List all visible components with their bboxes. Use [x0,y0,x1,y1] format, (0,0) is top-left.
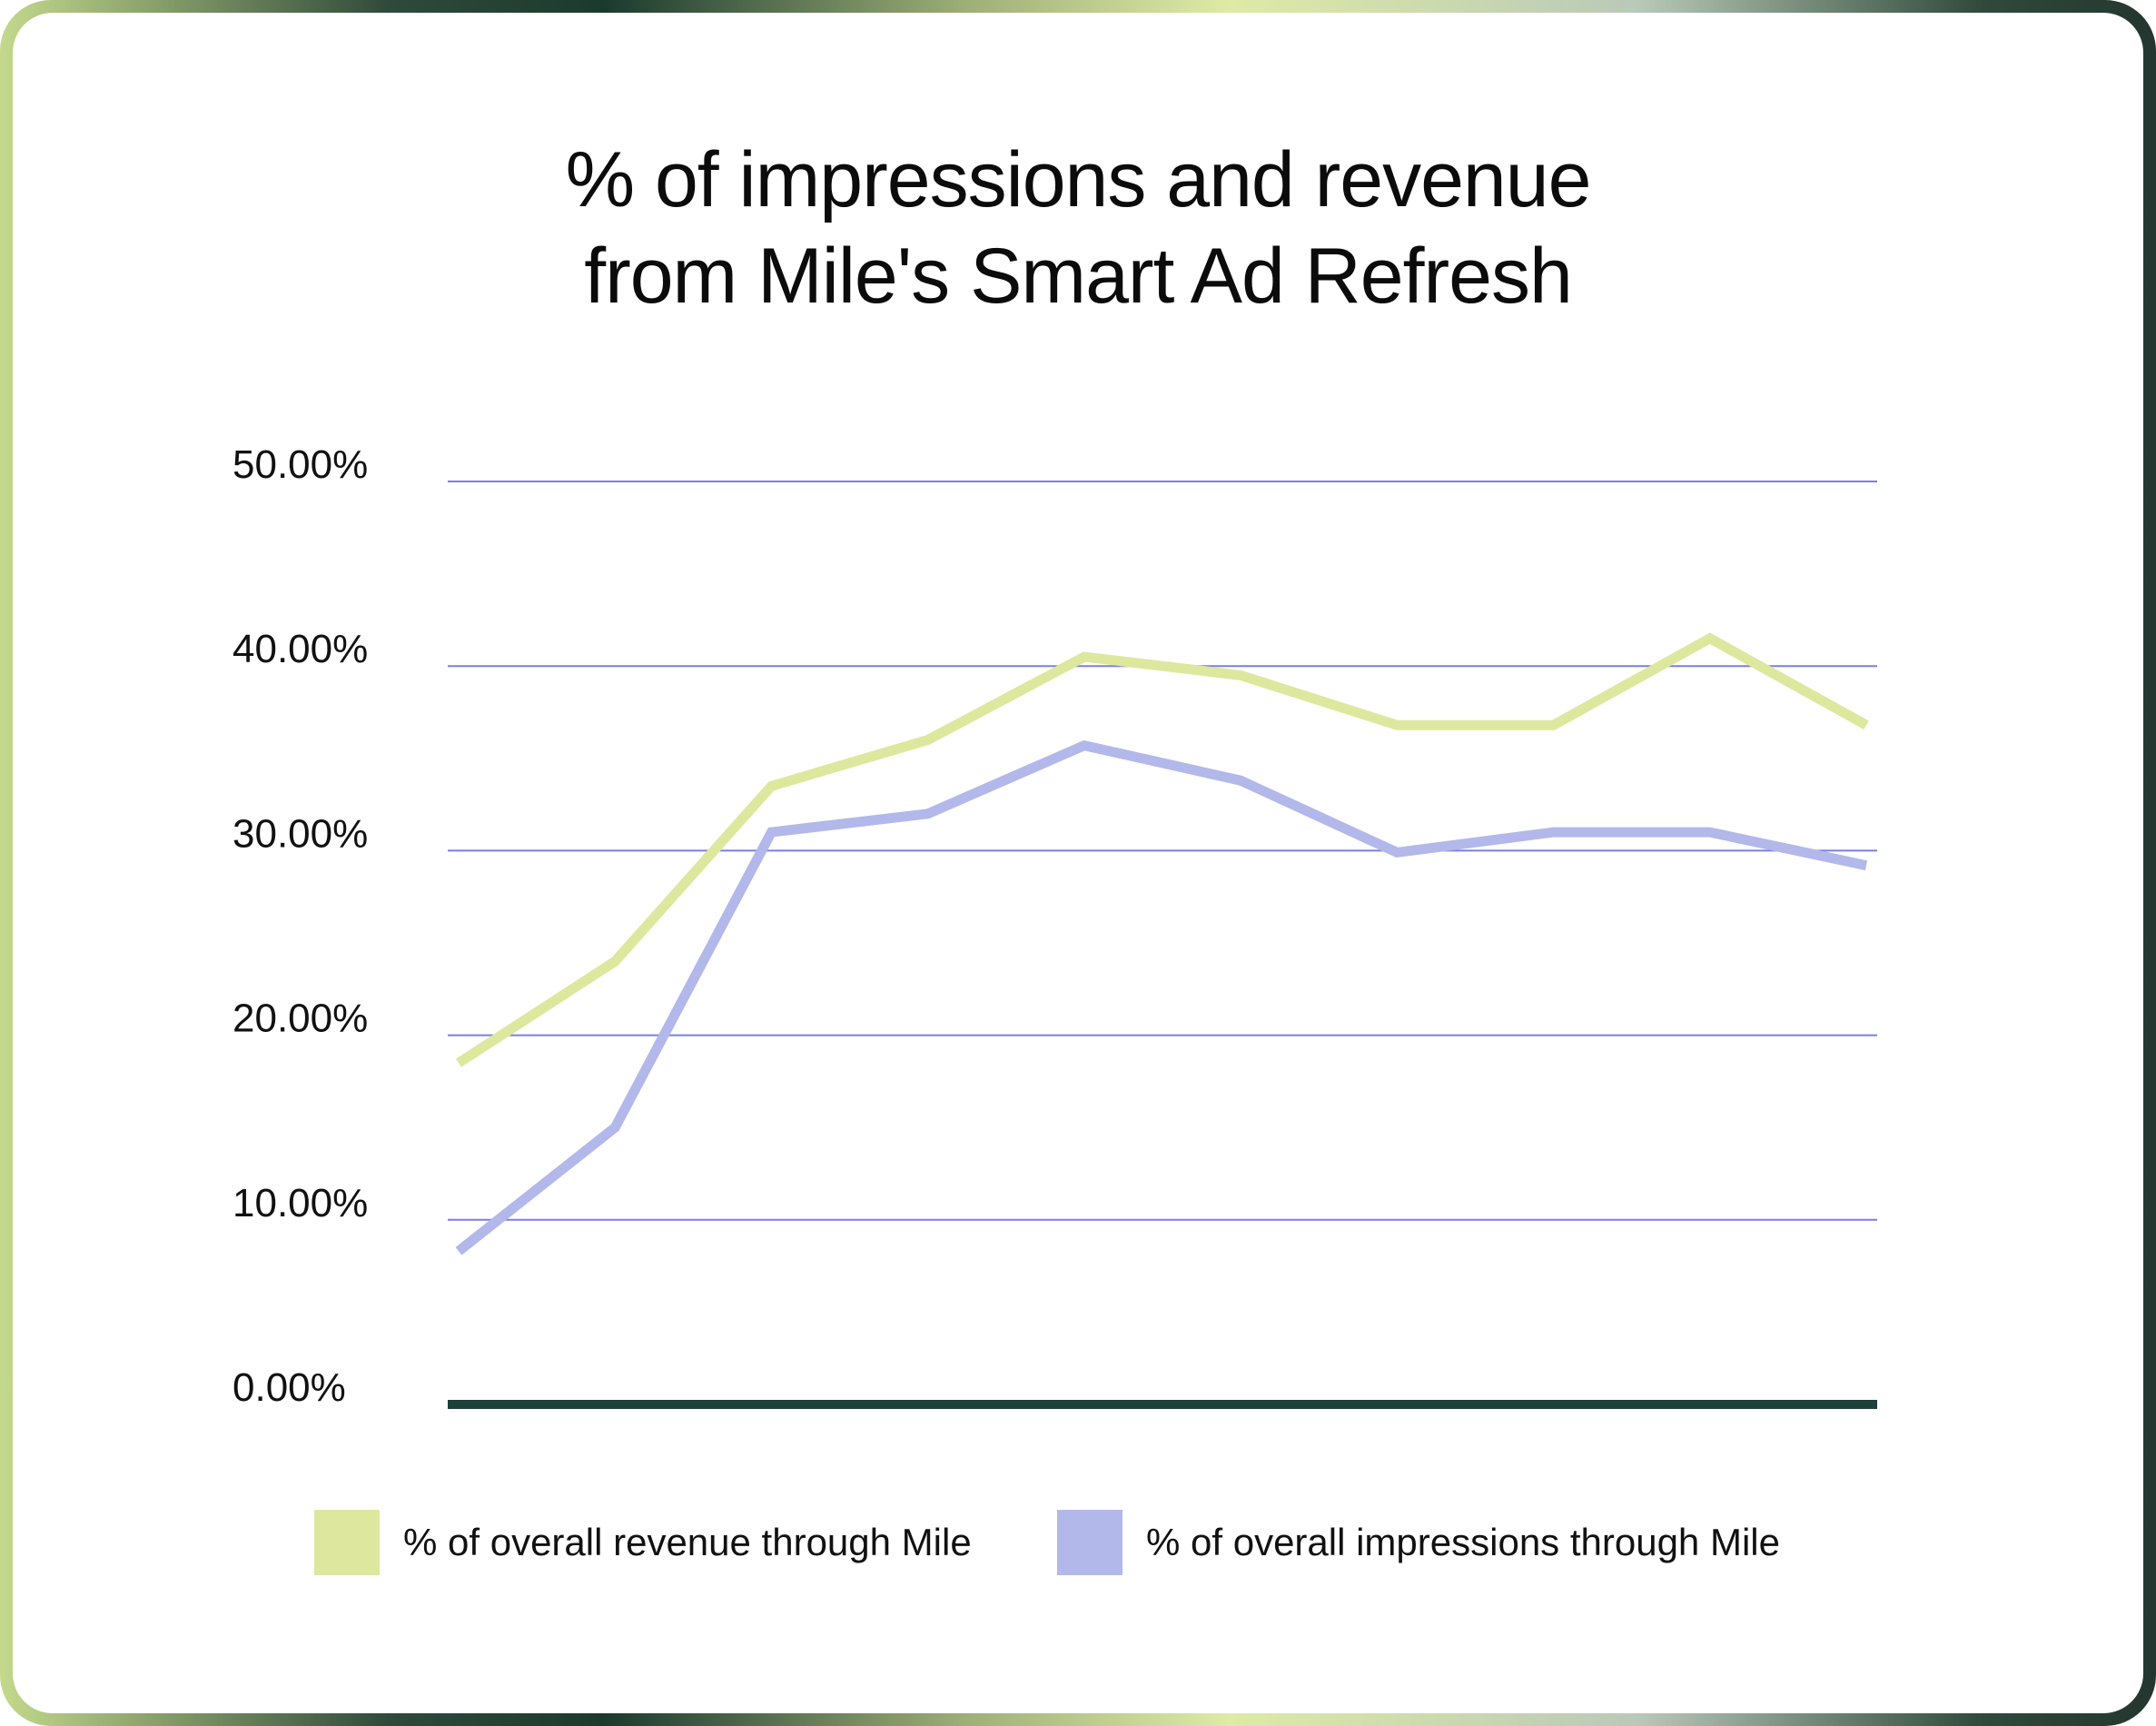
legend-label-impressions: % of overall impressions through Mile [1146,1521,1780,1563]
chart-card: % of impressions and revenue from Mile's… [13,13,2143,1713]
y-tick-label-40: 40.00% [232,627,368,671]
legend-label-revenue: % of overall revenue through Mile [403,1521,972,1563]
line-chart: 0.00% 10.00% 20.00% 30.00% 40.00% 50.00% [232,442,1877,1410]
series-line-revenue [456,632,1869,1067]
y-tick-label-0: 0.00% [232,1365,346,1410]
y-tick-label-50: 50.00% [232,442,368,487]
chart-title-line-1: % of impressions and revenue [565,136,1592,223]
y-tick-label-30: 30.00% [232,811,368,856]
legend-item-impressions: % of overall impressions through Mile [1057,1510,1780,1575]
chart-title-line-2: from Mile's Smart Ad Refresh [584,233,1573,320]
legend-item-revenue: % of overall revenue through Mile [314,1510,972,1575]
legend-swatch-impressions [1057,1510,1123,1575]
series-line-impressions [455,739,1868,1255]
y-tick-label-20: 20.00% [232,997,368,1041]
legend-swatch-revenue [314,1510,380,1575]
y-tick-label-10: 10.00% [232,1181,368,1225]
